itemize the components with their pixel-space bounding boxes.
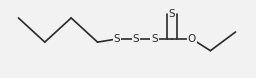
Text: S: S bbox=[169, 9, 175, 19]
Text: S: S bbox=[132, 34, 139, 44]
Text: S: S bbox=[113, 34, 120, 44]
Text: O: O bbox=[188, 34, 196, 44]
Text: S: S bbox=[151, 34, 158, 44]
